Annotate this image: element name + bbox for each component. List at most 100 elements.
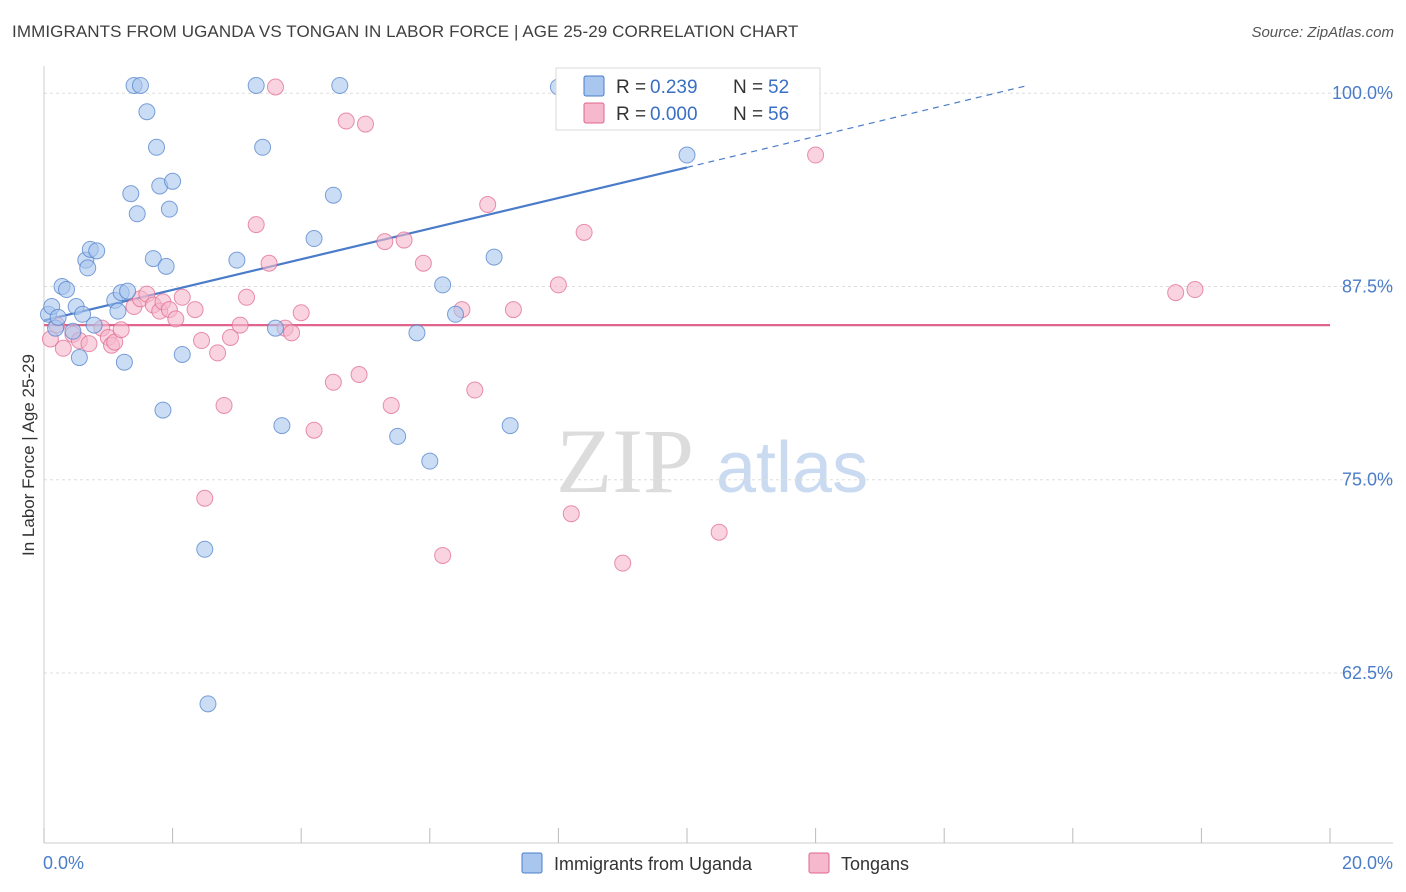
data-point-tongans	[54, 339, 72, 357]
data-point-uganda	[115, 353, 133, 371]
data-point-uganda	[324, 186, 342, 204]
y-axis-label: In Labor Force | Age 25-29	[19, 354, 38, 556]
source-credit: Source: ZipAtlas.com	[1251, 24, 1394, 41]
stats-legend: R = 0.239 N = 52 R = 0.000 N = 56	[555, 67, 821, 131]
data-point-tongans	[350, 366, 368, 384]
data-point-tongans	[504, 301, 522, 319]
data-point-uganda	[254, 138, 272, 156]
data-point-tongans	[395, 231, 413, 249]
data-point-tongans	[292, 304, 310, 322]
x-tick-min: 0.0%	[43, 853, 84, 873]
data-point-uganda	[199, 695, 217, 713]
data-point-uganda	[389, 427, 407, 445]
axes	[43, 66, 1393, 844]
data-point-tongans	[266, 78, 284, 96]
data-point-tongans	[221, 328, 239, 346]
series-legend-label-tongans: Tongans	[841, 854, 909, 874]
data-point-uganda	[331, 76, 349, 94]
data-point-uganda	[164, 172, 182, 190]
y-tick-label: 100.0%	[1332, 83, 1393, 103]
data-point-tongans	[549, 276, 567, 294]
data-point-tongans	[260, 254, 278, 272]
data-point-tongans	[247, 216, 265, 234]
data-point-uganda	[228, 251, 246, 269]
data-point-uganda	[88, 242, 106, 260]
data-point-tongans	[807, 146, 825, 164]
data-point-uganda	[74, 305, 92, 323]
data-point-uganda	[678, 146, 696, 164]
data-point-tongans	[1167, 284, 1185, 302]
data-point-uganda	[144, 250, 162, 268]
data-point-uganda	[49, 308, 67, 326]
legend-n-label-tongans: N =	[733, 104, 763, 125]
data-point-tongans	[193, 332, 211, 350]
data-point-tongans	[283, 324, 301, 342]
legend-n-label-uganda: N =	[733, 77, 763, 98]
legend-r-label-tongans: R =	[616, 104, 646, 125]
series-legend-label-uganda: Immigrants from Uganda	[554, 854, 753, 874]
legend-swatch-tongans	[583, 102, 605, 124]
data-point-uganda	[421, 452, 439, 470]
data-point-uganda	[148, 138, 166, 156]
data-point-uganda	[196, 540, 214, 558]
data-point-uganda	[305, 230, 323, 248]
data-point-tongans	[209, 344, 227, 362]
data-point-uganda	[70, 349, 88, 367]
legend-r-label-uganda: R =	[616, 77, 646, 98]
data-point-uganda	[122, 185, 140, 203]
data-point-uganda	[447, 305, 465, 323]
data-point-tongans	[238, 288, 256, 306]
legend-n-value-uganda: 52	[768, 77, 789, 98]
data-point-uganda	[273, 417, 291, 435]
legend-r-value-tongans: 0.000	[650, 104, 698, 125]
data-point-tongans	[1186, 281, 1204, 299]
data-point-uganda	[58, 281, 76, 299]
data-points	[40, 76, 1204, 713]
data-point-tongans	[196, 489, 214, 507]
data-point-tongans	[414, 254, 432, 272]
y-tick-label: 75.0%	[1342, 470, 1393, 490]
trend-line-uganda-extension	[686, 84, 1028, 168]
chart-title: IMMIGRANTS FROM UGANDA VS TONGAN IN LABO…	[12, 22, 799, 41]
data-point-uganda	[85, 316, 103, 334]
series-legend-swatch-tongans	[808, 852, 830, 874]
data-point-tongans	[112, 321, 130, 339]
data-point-tongans	[231, 316, 249, 334]
data-point-uganda	[109, 302, 127, 320]
data-point-uganda	[128, 205, 146, 223]
data-point-uganda	[485, 248, 503, 266]
x-tick-max: 20.0%	[1342, 853, 1393, 873]
watermark-atlas: atlas	[716, 428, 868, 508]
data-point-uganda	[154, 401, 172, 419]
data-point-uganda	[157, 257, 175, 275]
data-point-uganda	[408, 324, 426, 342]
y-tick-labels: 100.0% 87.5% 75.0% 62.5%	[1332, 83, 1393, 683]
data-point-tongans	[614, 554, 632, 572]
data-point-uganda	[119, 282, 137, 300]
data-point-tongans	[575, 223, 593, 241]
watermark-zip: ZIP	[556, 410, 694, 512]
data-point-uganda	[160, 200, 178, 218]
y-tick-label: 62.5%	[1342, 663, 1393, 683]
data-point-tongans	[173, 288, 191, 306]
legend-n-value-tongans: 56	[768, 104, 789, 125]
data-point-uganda	[131, 76, 149, 94]
data-point-uganda	[266, 319, 284, 337]
data-point-uganda	[64, 322, 82, 340]
data-point-tongans	[186, 301, 204, 319]
data-point-tongans	[376, 233, 394, 251]
y-tick-label: 87.5%	[1342, 276, 1393, 296]
data-point-tongans	[479, 196, 497, 214]
data-point-uganda	[173, 345, 191, 363]
data-point-uganda	[501, 417, 519, 435]
data-point-tongans	[382, 396, 400, 414]
data-point-uganda	[138, 103, 156, 121]
legend-swatch-uganda	[583, 75, 605, 97]
series-legend: Immigrants from Uganda Tongans	[521, 852, 909, 874]
data-point-tongans	[337, 112, 355, 130]
data-point-tongans	[434, 546, 452, 564]
data-point-tongans	[305, 421, 323, 439]
gridlines	[44, 92, 1393, 674]
data-point-uganda	[79, 259, 97, 277]
